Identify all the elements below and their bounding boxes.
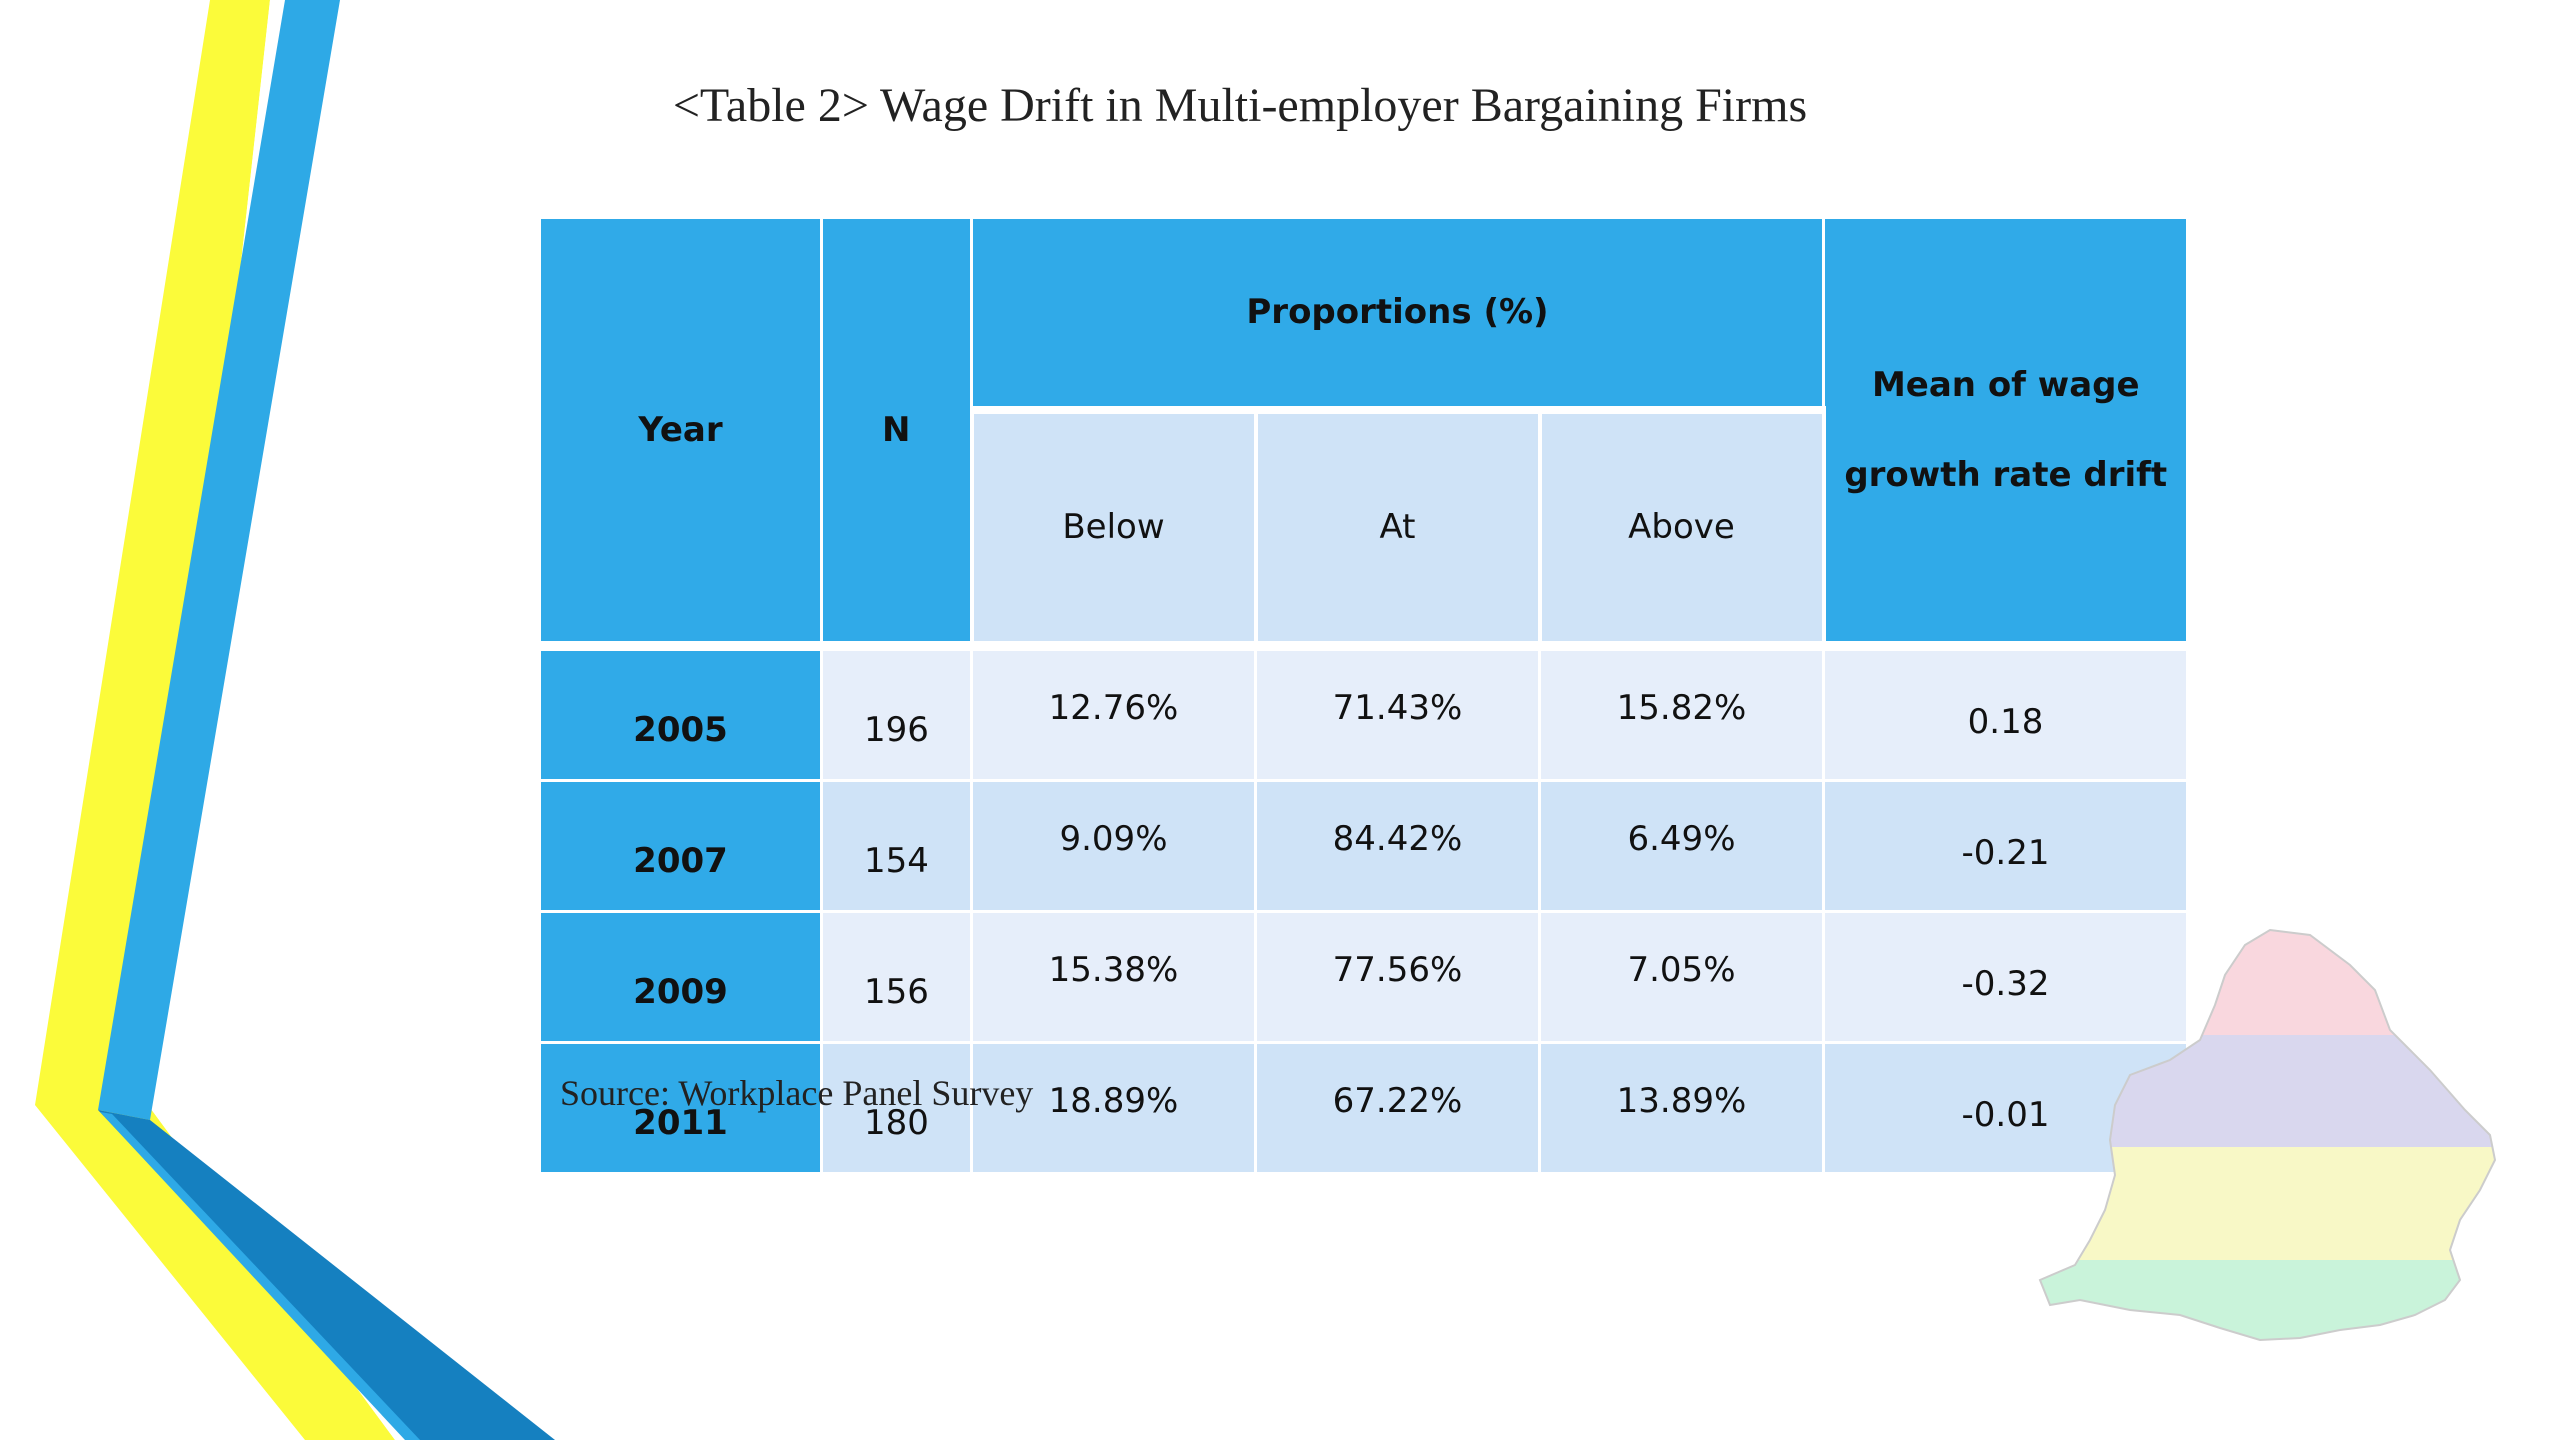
map-stripe-green [2040,1260,2495,1340]
blue-stripe-edge [100,1112,420,1440]
dark-blue-stripe [98,1110,555,1440]
row-below: 12.76% [970,640,1257,782]
source-note: Source: Workplace Panel Survey [560,1073,1034,1113]
row-year: 2005 [538,640,823,782]
blue-stripe [98,0,340,1120]
row-above: 13.89% [1538,1040,1825,1175]
row-above: 6.49% [1538,778,1825,913]
slide-title: <Table 2> Wage Drift in Multi-employer B… [672,79,1808,132]
map-stripe-yellow [2040,1147,2495,1260]
row-mean: 0.18 [1822,640,2189,782]
map-stripe-lavender [2040,1035,2495,1147]
row-below: 15.38% [970,909,1257,1044]
header-above: Above [1537,405,1826,647]
header-n: N [820,216,973,647]
table-row: 2009 156 15.38% 77.56% 7.05% -0.32 [538,909,2189,1044]
row-at: 71.43% [1254,640,1541,782]
row-at: 77.56% [1254,909,1541,1044]
header-proportions: Proportions (%) [970,216,1825,411]
row-year: 2011 [538,1040,823,1175]
header-below: Below [969,405,1258,647]
row-above: 15.82% [1538,640,1825,782]
row-above: 7.05% [1538,909,1825,1044]
row-year: 2007 [538,778,823,913]
table-row: 2007 154 9.09% 84.42% 6.49% -0.21 [538,778,2189,913]
wage-drift-table: Year N Proportions (%) Mean of wage grow… [538,216,2189,1175]
header-at: At [1253,405,1542,647]
row-at: 67.22% [1254,1040,1541,1175]
row-n: 196 [820,640,973,782]
row-year: 2009 [538,909,823,1044]
header-mean-line2: growth rate drift [1844,454,2168,495]
island-map-image [2038,928,2497,1342]
header-mean-wage-drift: Mean of wage growth rate drift [1822,216,2189,647]
table-row: 2005 196 12.76% 71.43% 15.82% 0.18 [538,640,2189,782]
row-mean: -0.32 [1822,909,2189,1044]
header-year: Year [538,216,823,647]
row-n: 180 [820,1040,973,1175]
header-mean-line1: Mean of wage [1871,364,2140,405]
row-below: 9.09% [970,778,1257,913]
row-below: 18.89% [970,1040,1257,1175]
row-mean: -0.21 [1822,778,2189,913]
map-stripe-pink [2040,930,2495,1035]
row-at: 84.42% [1254,778,1541,913]
row-n: 156 [820,909,973,1044]
row-n: 154 [820,778,973,913]
